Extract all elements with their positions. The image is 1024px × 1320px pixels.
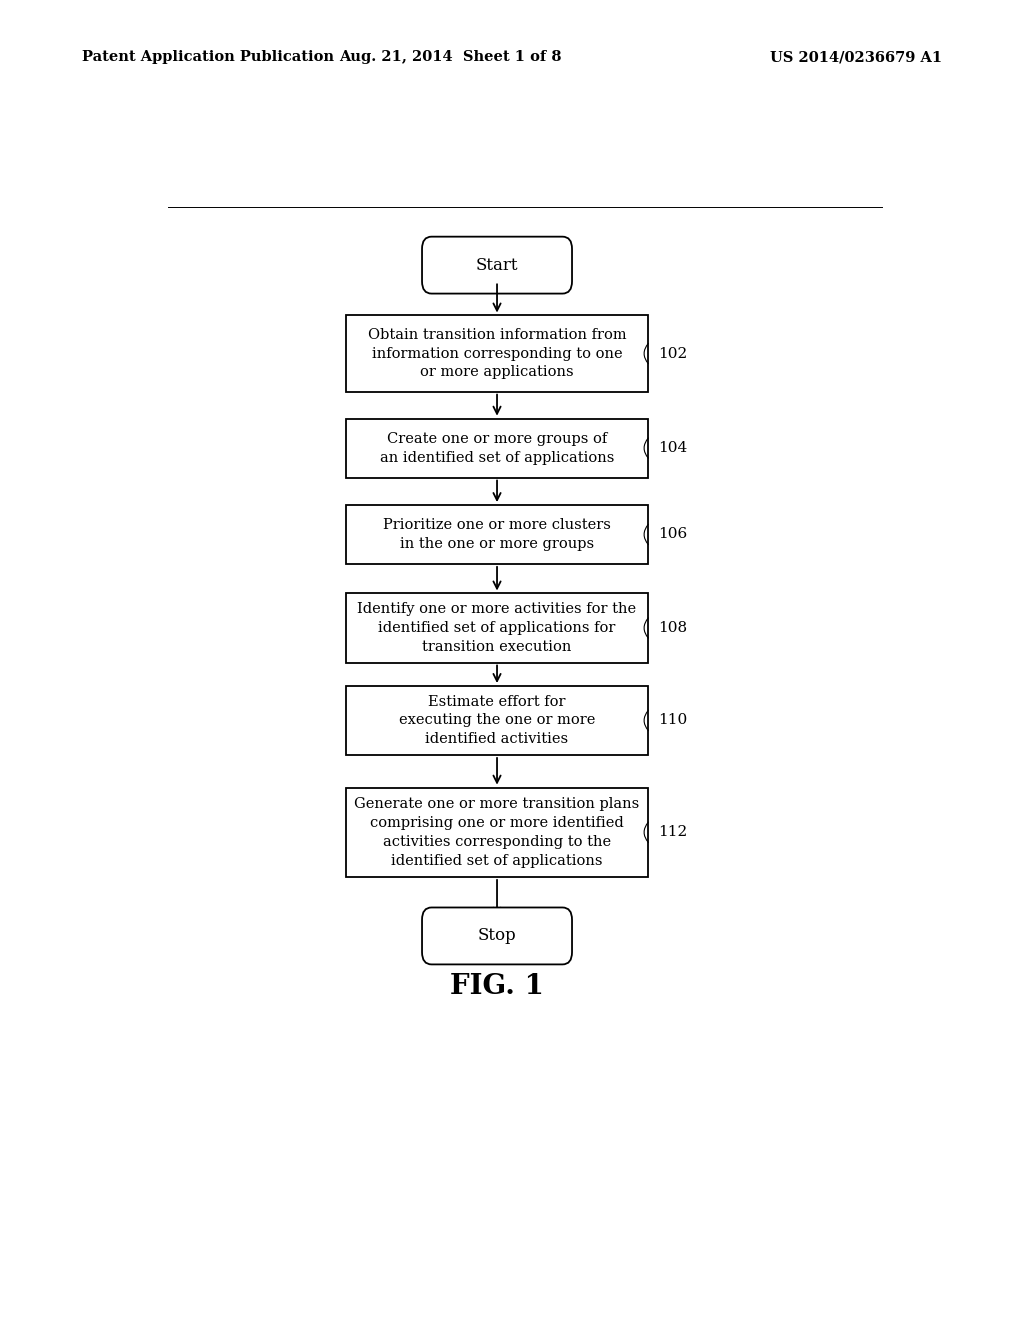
Text: Obtain transition information from
information corresponding to one
or more appl: Obtain transition information from infor… [368,327,627,379]
Text: 104: 104 [658,441,687,455]
Text: Estimate effort for
executing the one or more
identified activities: Estimate effort for executing the one or… [398,694,595,746]
Text: Generate one or more transition plans
comprising one or more identified
activiti: Generate one or more transition plans co… [354,797,640,867]
FancyBboxPatch shape [346,686,648,755]
Text: Create one or more groups of
an identified set of applications: Create one or more groups of an identifi… [380,432,614,465]
Text: 102: 102 [658,347,687,360]
Text: Patent Application Publication: Patent Application Publication [82,50,334,65]
Text: Start: Start [476,256,518,273]
Text: 108: 108 [658,620,687,635]
Text: Identify one or more activities for the
identified set of applications for
trans: Identify one or more activities for the … [357,602,637,653]
FancyBboxPatch shape [422,907,572,965]
FancyBboxPatch shape [422,236,572,293]
Text: 110: 110 [658,714,687,727]
FancyBboxPatch shape [346,315,648,392]
Text: 106: 106 [658,528,687,541]
Text: Aug. 21, 2014  Sheet 1 of 8: Aug. 21, 2014 Sheet 1 of 8 [339,50,562,65]
FancyBboxPatch shape [346,788,648,876]
Text: Stop: Stop [477,928,516,944]
Text: FIG. 1: FIG. 1 [451,973,544,1001]
Text: Prioritize one or more clusters
in the one or more groups: Prioritize one or more clusters in the o… [383,517,611,550]
FancyBboxPatch shape [346,506,648,564]
FancyBboxPatch shape [346,594,648,663]
FancyBboxPatch shape [346,418,648,478]
Text: 112: 112 [658,825,687,840]
Text: US 2014/0236679 A1: US 2014/0236679 A1 [770,50,942,65]
